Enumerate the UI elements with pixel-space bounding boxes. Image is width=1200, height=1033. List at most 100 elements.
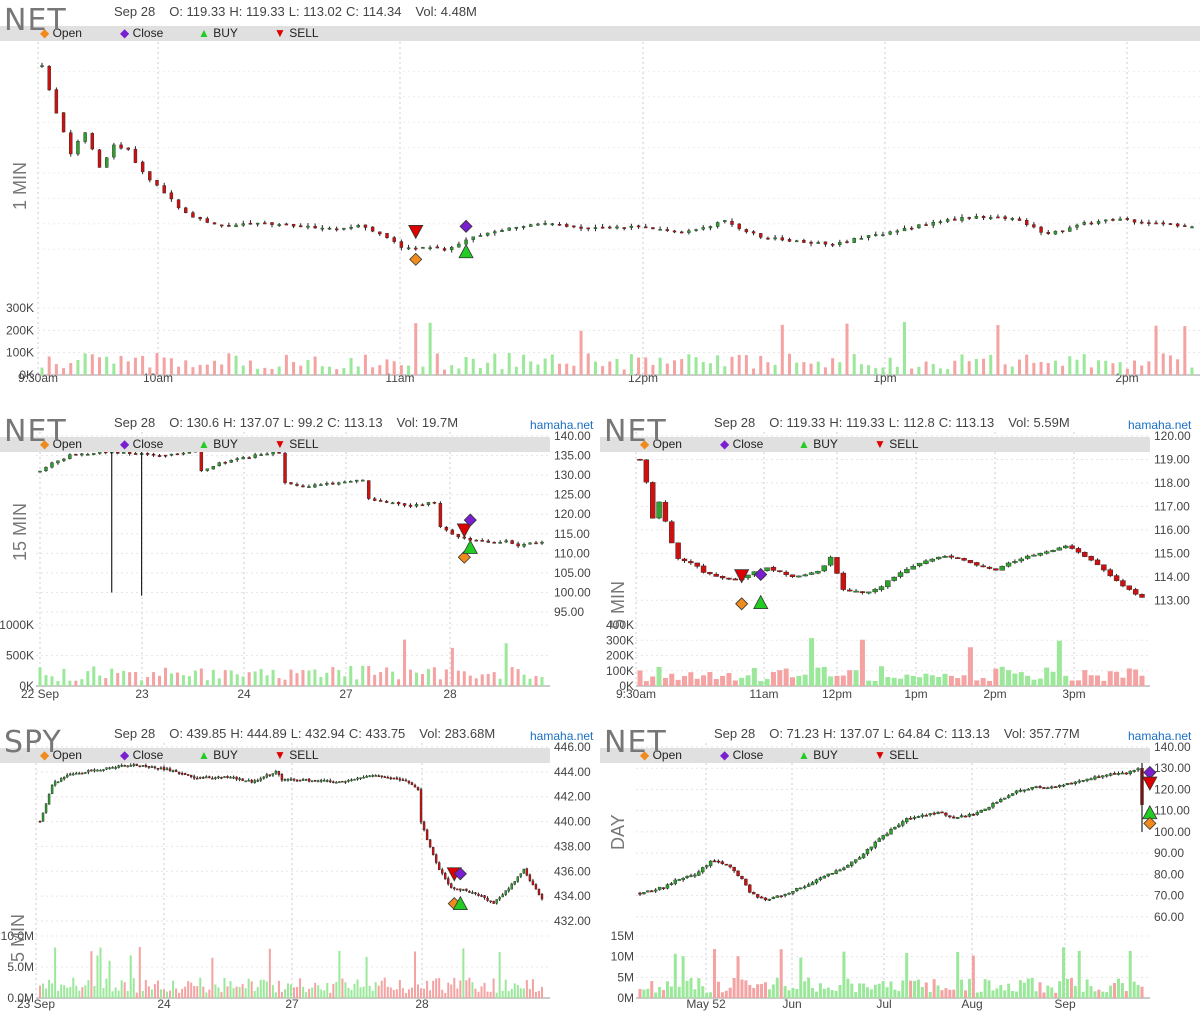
volume-bar <box>126 361 130 375</box>
volume-bar <box>280 991 283 998</box>
candle-body <box>661 887 666 889</box>
volume-bar <box>572 365 576 375</box>
volume-bar <box>815 667 821 686</box>
volume-bar <box>81 987 84 998</box>
candle-body <box>153 766 157 769</box>
volume-bar <box>153 984 156 998</box>
candle-body <box>669 883 674 885</box>
candle-body <box>1069 782 1074 785</box>
candle-body <box>665 229 670 231</box>
volume-bar <box>904 674 910 686</box>
volume-tick-label: 0.0M <box>7 991 34 1005</box>
candle-body <box>180 773 184 775</box>
source-link[interactable]: hamaha.net <box>530 729 594 743</box>
volume-bar <box>1068 356 1072 375</box>
chart-panel-net-day[interactable]: May 52 Jun Jul Aug Sep 140.00 130.00 120.00 110.… <box>600 722 1200 1033</box>
candle-body <box>114 767 117 769</box>
candle-body <box>372 498 377 501</box>
candle-body <box>277 224 281 226</box>
candle-body <box>904 818 909 823</box>
volume-bar <box>426 668 430 686</box>
volume-bar <box>305 992 308 998</box>
volume-bar <box>783 668 789 686</box>
volume-bar <box>1190 367 1194 375</box>
volume-bar <box>166 991 169 998</box>
candle-body <box>872 589 878 593</box>
chart-panel-net-15min[interactable]: 22 Sep 23 24 27 28 140.00 135.00 130.00 125.00 12… <box>0 411 598 711</box>
volume-bar <box>938 368 942 375</box>
volume-bar <box>1038 982 1042 998</box>
x-tick-label: 23 <box>135 687 149 701</box>
volume-bar <box>102 987 105 998</box>
candle-body <box>936 812 940 814</box>
candle-body <box>414 247 418 250</box>
volume-bar <box>391 671 395 686</box>
candle-body <box>681 558 688 562</box>
candle-body <box>414 504 419 507</box>
volume-bar <box>410 987 413 998</box>
candle-body <box>478 235 483 237</box>
candle-body <box>901 821 905 826</box>
candle-body <box>638 892 642 895</box>
volume-bar <box>223 977 226 998</box>
volume-bar <box>392 990 395 998</box>
candle-body <box>471 236 475 240</box>
volume-bar <box>438 679 442 686</box>
chart-panel-spy-5min[interactable]: 23 Sep 24 27 28 446.00 444.00 442.00 440.00 438.… <box>0 722 598 1033</box>
volume-bar <box>716 355 720 375</box>
volume-bar <box>740 979 744 998</box>
source-link[interactable]: hamaha.net <box>1128 729 1192 743</box>
candle-body <box>923 560 929 564</box>
volume-bar <box>262 979 265 998</box>
candle-body <box>707 571 713 575</box>
volume-tick-label: 200K <box>6 323 34 337</box>
candle-body <box>84 772 87 774</box>
volume-bar <box>529 361 533 375</box>
candle-body <box>987 807 991 810</box>
chart-panel-net-5min[interactable]: 9:30am 11am 12pm 1pm 2pm 3pm 120.00 119.00 118.0… <box>600 411 1200 711</box>
chart-svg-net-15min[interactable]: 22 Sep 23 24 27 28 140.00 135.00 130.00 125.00 12… <box>0 411 598 711</box>
candle-body <box>217 462 221 467</box>
volume-bar <box>178 992 181 998</box>
source-link[interactable]: hamaha.net <box>1128 418 1192 432</box>
candle-body <box>53 781 57 786</box>
candle-body <box>1088 556 1094 561</box>
source-link[interactable]: hamaha.net <box>530 418 594 432</box>
candle-body <box>822 875 827 879</box>
chart-panel-net-1min[interactable]: 9:30am 10am 11am 12pm 1pm 2pm 300K 200K 100K 0K ◆… <box>0 0 1200 404</box>
chart-svg-spy-5min[interactable]: 23 Sep 24 27 28 446.00 444.00 442.00 440.00 438.… <box>0 722 598 1033</box>
volume-bar <box>256 987 259 998</box>
candle-body <box>286 778 290 781</box>
candle-body <box>1161 222 1165 225</box>
candle-body <box>212 222 217 225</box>
chart-svg-net-5min[interactable]: 9:30am 11am 12pm 1pm 2pm 3pm 120.00 119.00 118.0… <box>600 411 1200 711</box>
volume-bar <box>1031 679 1037 686</box>
volume-bar <box>1003 990 1007 998</box>
volume-bar <box>961 675 967 686</box>
volume-bar <box>519 988 522 998</box>
chart-svg-net-day[interactable]: May 52 Jun Jul Aug Sep 140.00 130.00 120.00 110.… <box>600 722 1200 1033</box>
volume-bar <box>307 670 311 686</box>
sell-marker-icon: ▼ <box>274 26 286 40</box>
volume-bar <box>1058 981 1062 998</box>
volume-bar <box>399 365 403 375</box>
y-tick-label: 120.00 <box>1154 429 1191 443</box>
volume-bar <box>156 980 159 998</box>
volume-bar <box>828 676 834 686</box>
volume-bar <box>395 989 398 998</box>
volume-bar <box>1118 362 1122 375</box>
candle-body <box>438 503 443 527</box>
candle-body <box>349 227 353 229</box>
candle-body <box>389 777 392 780</box>
candle-body <box>593 227 598 229</box>
legend-sell: ▼ SELL <box>874 748 919 762</box>
candle-body <box>61 112 66 133</box>
volume-bar <box>1176 359 1180 375</box>
candle-body <box>1075 548 1082 553</box>
candle-body <box>341 780 344 783</box>
candle-body <box>719 576 726 579</box>
y-tick-label: 436.00 <box>554 864 591 878</box>
candle-body <box>1018 558 1024 562</box>
candle-body <box>504 890 507 895</box>
